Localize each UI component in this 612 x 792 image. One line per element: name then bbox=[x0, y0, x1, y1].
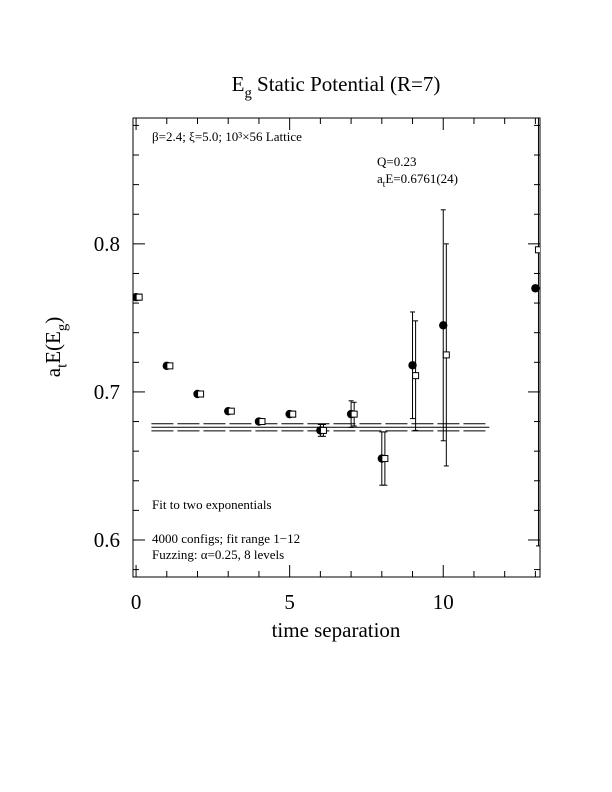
point bbox=[531, 284, 540, 293]
annotation-part: Fuzzing: α=0.25, 8 levels bbox=[152, 547, 284, 562]
point bbox=[381, 455, 389, 463]
chart-title-part: E bbox=[232, 72, 245, 96]
point bbox=[289, 410, 297, 418]
point bbox=[439, 321, 448, 330]
chart-title: Eg Static Potential (R=7) bbox=[232, 72, 441, 101]
point bbox=[258, 418, 266, 426]
point bbox=[408, 361, 417, 370]
annotation-part: Q=0.23 bbox=[377, 154, 416, 169]
x-axis-label: time separation bbox=[272, 618, 401, 642]
annotation: Q=0.23 bbox=[377, 154, 416, 169]
chart-title-part: Static Potential (R=7) bbox=[252, 72, 441, 96]
annotation: Fuzzing: α=0.25, 8 levels bbox=[152, 547, 284, 562]
y-axis-label-part: ) bbox=[41, 317, 65, 324]
point bbox=[197, 390, 205, 398]
annotation-part: t bbox=[383, 179, 386, 189]
annotation: Fit to two exponentials bbox=[152, 497, 272, 512]
y-axis-label-part: t bbox=[54, 364, 70, 368]
y-tick-label: 0.6 bbox=[94, 528, 120, 552]
y-axis-label-part: g bbox=[54, 323, 70, 331]
y-axis-label: atE(Eg) bbox=[41, 317, 70, 377]
point bbox=[319, 426, 327, 434]
annotation-part: a bbox=[377, 171, 383, 186]
annotation: 4000 configs; fit range 1−12 bbox=[152, 531, 300, 546]
annotation-part: Fit to two exponentials bbox=[152, 497, 272, 512]
plot-area bbox=[133, 118, 540, 547]
y-axis-label-part: a bbox=[41, 367, 65, 377]
y-axis-label-part: E(E bbox=[41, 331, 65, 364]
plot-frame bbox=[132, 117, 541, 578]
annotation-part: E=0.6761(24) bbox=[385, 171, 458, 186]
annotation-part: 4000 configs; fit range 1−12 bbox=[152, 531, 300, 546]
point bbox=[135, 293, 143, 301]
y-tick-label: 0.8 bbox=[94, 232, 120, 256]
point bbox=[350, 410, 358, 418]
x-tick-label: 5 bbox=[284, 590, 295, 614]
chart-title-part: g bbox=[244, 85, 252, 101]
annotation: atE=0.6761(24) bbox=[377, 171, 458, 189]
point bbox=[227, 407, 235, 415]
x-tick-label: 0 bbox=[131, 590, 142, 614]
annotation: β=2.4; ξ=5.0; 10³×56 Lattice bbox=[152, 129, 302, 144]
annotation-part: β=2.4; ξ=5.0; 10³×56 Lattice bbox=[152, 129, 302, 144]
point bbox=[166, 362, 174, 370]
x-tick-label: 10 bbox=[433, 590, 454, 614]
y-tick-label: 0.7 bbox=[94, 380, 120, 404]
point bbox=[412, 372, 420, 380]
point bbox=[442, 351, 450, 359]
point bbox=[534, 246, 540, 254]
